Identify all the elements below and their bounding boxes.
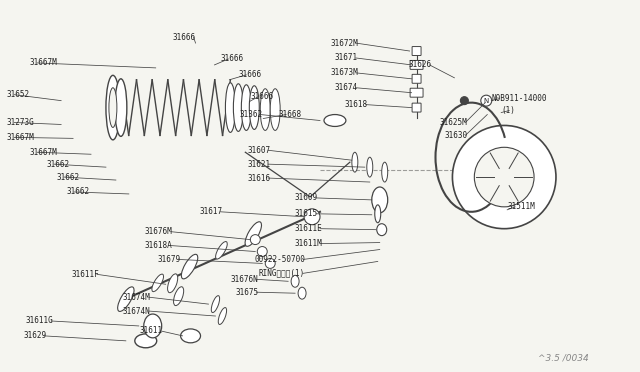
Circle shape	[474, 147, 534, 207]
Ellipse shape	[216, 241, 227, 259]
Text: 31626: 31626	[408, 60, 431, 70]
Ellipse shape	[241, 85, 252, 131]
Text: 31666: 31666	[250, 92, 273, 101]
Text: 31676N: 31676N	[230, 275, 259, 284]
Ellipse shape	[118, 287, 134, 311]
Text: 31618A: 31618A	[145, 241, 173, 250]
Text: 31273G: 31273G	[6, 118, 34, 127]
FancyBboxPatch shape	[412, 103, 421, 112]
Text: 31673M: 31673M	[330, 68, 358, 77]
Text: (1): (1)	[501, 106, 515, 115]
Text: 31667M: 31667M	[29, 148, 57, 157]
Text: 31362: 31362	[239, 110, 262, 119]
Ellipse shape	[218, 308, 227, 324]
Ellipse shape	[152, 274, 164, 292]
Ellipse shape	[324, 115, 346, 126]
Text: 31629: 31629	[23, 331, 46, 340]
Text: 31662: 31662	[66, 187, 89, 196]
Text: 31676M: 31676M	[145, 227, 173, 236]
Text: 31611F: 31611F	[71, 270, 99, 279]
Circle shape	[257, 247, 268, 256]
Text: 31621: 31621	[247, 160, 270, 169]
Text: 31674M: 31674M	[123, 293, 151, 302]
Text: 31609: 31609	[295, 193, 318, 202]
Text: 31672M: 31672M	[330, 39, 358, 48]
Text: 31662: 31662	[46, 160, 69, 169]
Text: 31611E: 31611E	[294, 224, 322, 233]
Text: 31668: 31668	[278, 110, 301, 119]
Text: 31616: 31616	[247, 174, 270, 183]
FancyBboxPatch shape	[412, 74, 421, 83]
Text: 31511M: 31511M	[507, 202, 535, 211]
Ellipse shape	[250, 86, 259, 129]
Text: 31666: 31666	[238, 70, 262, 79]
Circle shape	[265, 259, 275, 268]
Circle shape	[250, 235, 260, 244]
Text: 31675: 31675	[235, 288, 259, 297]
Text: 31617: 31617	[199, 207, 223, 216]
Ellipse shape	[291, 275, 299, 287]
Ellipse shape	[375, 205, 381, 223]
Text: ^3.5 /0034: ^3.5 /0034	[538, 354, 589, 363]
Ellipse shape	[106, 76, 120, 140]
Text: 31611: 31611	[140, 326, 163, 336]
Text: N0B911-14000: N0B911-14000	[492, 94, 547, 103]
Text: N: N	[484, 97, 489, 104]
Ellipse shape	[381, 162, 388, 182]
Ellipse shape	[245, 222, 262, 246]
Ellipse shape	[234, 84, 243, 131]
Text: 31666: 31666	[172, 33, 196, 42]
Text: 31667M: 31667M	[6, 133, 34, 142]
Text: 31625M: 31625M	[440, 118, 467, 127]
Text: 31630: 31630	[444, 131, 467, 140]
Text: 31679: 31679	[157, 255, 180, 264]
Ellipse shape	[168, 274, 178, 293]
Text: 31607: 31607	[247, 146, 270, 155]
FancyBboxPatch shape	[410, 60, 423, 69]
Ellipse shape	[225, 83, 236, 132]
Ellipse shape	[298, 287, 306, 299]
Circle shape	[452, 125, 556, 229]
Circle shape	[304, 209, 320, 225]
Ellipse shape	[180, 329, 200, 343]
Ellipse shape	[367, 157, 372, 177]
Text: 31671: 31671	[335, 54, 358, 62]
Text: 31666: 31666	[220, 54, 244, 64]
FancyBboxPatch shape	[410, 88, 423, 97]
Ellipse shape	[352, 152, 358, 172]
Text: 31611G: 31611G	[26, 317, 53, 326]
Text: 31615: 31615	[295, 209, 318, 218]
Circle shape	[460, 97, 468, 105]
Ellipse shape	[109, 88, 117, 128]
Text: 31674N: 31674N	[123, 307, 151, 315]
Text: 00922-50700: 00922-50700	[254, 255, 305, 264]
Ellipse shape	[211, 296, 220, 312]
Text: 31674: 31674	[335, 83, 358, 92]
Text: 31652: 31652	[6, 90, 29, 99]
Text: 31618: 31618	[345, 100, 368, 109]
Circle shape	[481, 95, 492, 106]
Ellipse shape	[377, 224, 387, 235]
Ellipse shape	[260, 89, 270, 131]
FancyBboxPatch shape	[412, 46, 421, 55]
Text: RINGリング(1): RINGリング(1)	[259, 269, 305, 278]
Ellipse shape	[372, 187, 388, 213]
Ellipse shape	[135, 334, 157, 348]
Ellipse shape	[270, 89, 280, 131]
Ellipse shape	[144, 314, 162, 338]
Ellipse shape	[173, 287, 184, 305]
Text: 31662: 31662	[56, 173, 79, 182]
Ellipse shape	[115, 79, 127, 137]
Ellipse shape	[181, 254, 198, 279]
Text: 31611M: 31611M	[294, 239, 322, 248]
Text: 31667M: 31667M	[29, 58, 57, 67]
